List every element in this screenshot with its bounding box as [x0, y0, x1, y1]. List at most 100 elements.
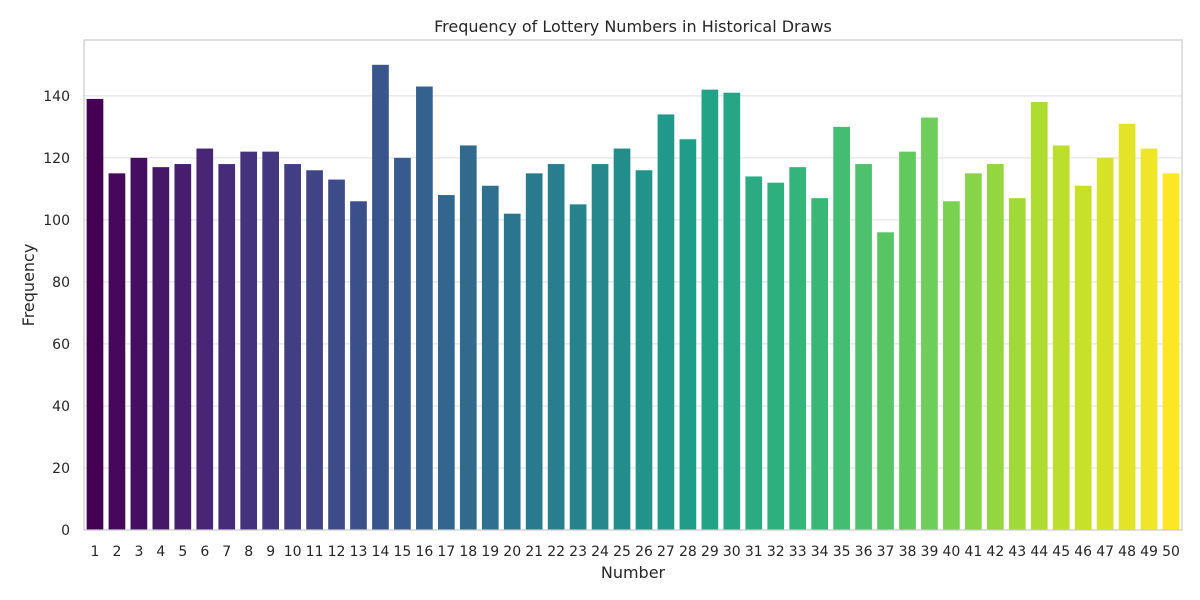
bar-26	[635, 170, 653, 530]
x-tick-label: 12	[328, 544, 346, 560]
x-tick-label: 13	[350, 544, 368, 560]
x-tick-label: 37	[877, 544, 895, 560]
bar-20	[503, 213, 521, 530]
x-tick-label: 25	[613, 544, 631, 560]
bar-28	[679, 139, 697, 530]
x-tick-label: 31	[745, 544, 763, 560]
x-tick-label: 42	[986, 544, 1004, 560]
x-tick-label: 47	[1096, 544, 1114, 560]
bar-16	[416, 86, 433, 531]
bar-23	[569, 204, 587, 530]
x-tick-label: 2	[112, 544, 121, 560]
y-tick-label: 40	[52, 399, 70, 415]
bar-4	[152, 167, 170, 530]
bar-7	[218, 164, 236, 530]
bar-43	[1008, 198, 1026, 530]
bar-19	[481, 185, 499, 530]
bar-5	[174, 164, 192, 530]
y-tick-label: 60	[52, 337, 70, 353]
x-tick-label: 14	[372, 544, 390, 560]
chart-title: Frequency of Lottery Numbers in Historic…	[434, 17, 832, 36]
bar-34	[811, 198, 829, 530]
bar-49	[1140, 148, 1158, 530]
x-tick-label: 4	[156, 544, 165, 560]
x-tick-label: 9	[266, 544, 275, 560]
x-tick-label: 35	[833, 544, 851, 560]
y-tick-label: 0	[61, 523, 70, 539]
x-tick-label: 21	[525, 544, 543, 560]
bars	[86, 64, 1180, 531]
bar-39	[921, 117, 938, 530]
bar-6	[196, 148, 214, 530]
y-tick-label: 20	[52, 461, 70, 477]
bar-40	[943, 201, 960, 531]
y-axis-label: Frequency	[19, 244, 38, 327]
bar-2	[108, 173, 126, 530]
x-axis-ticks: 1 2 3 4 5 6 7 8 9 10 11 12 13 14 15 16 17 18 19 20 21 22 23 24 2…	[91, 544, 1180, 560]
x-tick-label: 44	[1030, 544, 1048, 560]
x-tick-label: 41	[964, 544, 982, 560]
x-tick-label: 29	[701, 544, 719, 560]
x-tick-label: 10	[284, 544, 302, 560]
x-tick-label: 38	[899, 544, 917, 560]
x-tick-label: 36	[855, 544, 873, 560]
y-axis-ticks: 0 20 40 60 80 100 120 140	[43, 89, 70, 539]
x-tick-label: 1	[91, 544, 100, 560]
x-tick-label: 22	[547, 544, 565, 560]
x-tick-label: 45	[1052, 544, 1070, 560]
x-tick-label: 48	[1118, 544, 1136, 560]
bar-29	[701, 89, 719, 531]
bar-17	[437, 195, 455, 530]
bar-1	[86, 98, 104, 531]
bar-31	[745, 176, 763, 531]
bar-37	[877, 232, 894, 530]
x-tick-label: 39	[921, 544, 939, 560]
x-tick-label: 16	[415, 544, 433, 560]
x-tick-label: 8	[244, 544, 253, 560]
bar-38	[899, 151, 916, 530]
bar-35	[833, 126, 850, 530]
y-tick-label: 120	[43, 151, 70, 167]
bar-24	[591, 164, 609, 530]
bar-21	[525, 173, 543, 530]
x-tick-label: 34	[811, 544, 829, 560]
bar-11	[306, 170, 323, 530]
bar-32	[767, 182, 785, 530]
x-tick-label: 20	[503, 544, 521, 560]
x-tick-label: 24	[591, 544, 609, 560]
bar-18	[459, 145, 477, 530]
x-axis-label: Number	[601, 563, 666, 582]
bar-13	[350, 201, 367, 531]
x-tick-label: 11	[306, 544, 324, 560]
x-tick-label: 50	[1162, 544, 1180, 560]
bar-8	[240, 151, 258, 530]
bar-46	[1074, 185, 1092, 530]
x-tick-label: 7	[222, 544, 231, 560]
bar-9	[262, 151, 280, 530]
bar-14	[372, 64, 389, 531]
x-tick-label: 43	[1008, 544, 1026, 560]
x-tick-label: 32	[767, 544, 785, 560]
plot-frame	[83, 39, 1183, 531]
x-tick-label: 3	[134, 544, 143, 560]
bar-27	[657, 114, 675, 530]
x-tick-label: 49	[1140, 544, 1158, 560]
bar-33	[789, 167, 807, 530]
bar-30	[723, 92, 741, 530]
x-tick-label: 23	[569, 544, 587, 560]
bar-42	[986, 164, 1004, 530]
bar-41	[965, 173, 982, 530]
bar-36	[855, 164, 872, 530]
x-tick-label: 6	[200, 544, 209, 560]
x-tick-label: 18	[459, 544, 477, 560]
x-tick-label: 33	[789, 544, 807, 560]
x-tick-label: 19	[481, 544, 499, 560]
bar-3	[130, 157, 148, 531]
bar-25	[613, 148, 631, 530]
y-tick-label: 140	[43, 89, 70, 105]
x-tick-label: 40	[943, 544, 961, 560]
x-tick-label: 30	[723, 544, 741, 560]
x-tick-label: 15	[394, 544, 412, 560]
bar-15	[394, 157, 411, 531]
